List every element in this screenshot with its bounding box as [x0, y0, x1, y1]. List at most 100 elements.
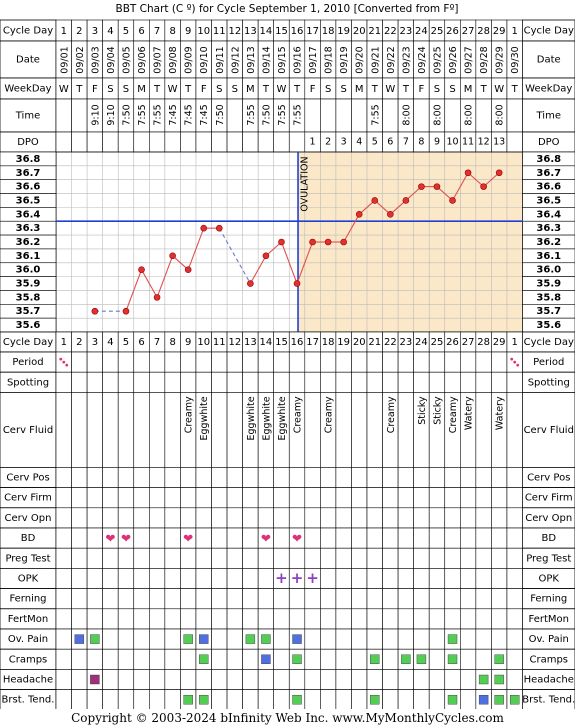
period-row-cell: [195, 351, 212, 373]
period-row-cell: [459, 351, 477, 373]
preg-test-row-cell: [397, 547, 414, 569]
cerv-firm-row-cell: [304, 487, 321, 509]
cycle-day-number: 13: [244, 26, 257, 37]
cerv-fluid-row-cell: [86, 392, 103, 468]
temp-line-segment: [483, 172, 500, 188]
dpo-row-label-left: DPO: [17, 137, 39, 148]
preg-test-row-cell: [382, 547, 399, 569]
ov-pain-row-cell: [133, 628, 150, 650]
cycle-day-number: 14: [260, 26, 273, 37]
date-value: 09/25: [432, 46, 443, 73]
time-value: 7:50: [215, 104, 226, 125]
period-row-cell: [273, 351, 290, 373]
ferning-row-cell: [288, 588, 306, 610]
temp-point: [122, 307, 130, 315]
time-cell: [71, 98, 88, 133]
bd-row-cell: [242, 527, 259, 549]
cycle-day-number: 17: [306, 26, 319, 37]
cerv-firm-row-cell: [257, 487, 274, 509]
cycle-day-number: 1: [61, 26, 67, 37]
green-marker-icon: [401, 654, 411, 664]
fertmon-row-cell: [366, 608, 383, 630]
date-value: 09/02: [75, 46, 86, 73]
spotting-row-cell: [273, 371, 290, 393]
brst-tend-row-label-left: Brst. Tend.: [2, 695, 55, 706]
period-dot: [62, 360, 66, 364]
ferning-row-cell: [506, 588, 523, 610]
cycle-day-row-label-right: Cycle Day: [524, 26, 574, 37]
opk-row-cell: [351, 568, 368, 589]
preg-test-row-cell: [428, 547, 446, 569]
period-row-label-left: Period: [12, 357, 43, 368]
cerv-fluid-row-cell: [71, 392, 88, 468]
temp-point: [355, 211, 363, 218]
preg-test-row-cell: [55, 547, 72, 569]
opk-row-cell: [55, 568, 72, 589]
headache-row-cell: [242, 669, 259, 690]
temp-point: [169, 252, 176, 260]
green-marker-icon: [245, 634, 256, 644]
ferning-row-cell: [366, 588, 383, 610]
ov-pain-row-cell: [226, 628, 243, 650]
spotting-row-cell: [506, 371, 523, 393]
weekday-value: T: [511, 84, 519, 95]
temp-line-segment: [156, 255, 174, 298]
fertmon-row-cell: [397, 608, 414, 630]
cycle-day-number-bottom: 4: [107, 337, 113, 348]
cramps-row-cell: [55, 648, 72, 670]
preg-test-row-cell: [86, 547, 103, 569]
preg-test-row-label-left: Preg Test: [5, 553, 50, 564]
y-tick-label-right: 36.8: [536, 154, 561, 165]
date-value: 09/04: [106, 46, 117, 73]
headache-row-cell: [382, 669, 399, 690]
date-value: 09/01: [59, 46, 70, 73]
temp-line-segment: [187, 227, 205, 270]
green-marker-icon: [510, 695, 520, 705]
cramps-row-cell: [211, 648, 228, 670]
brst-tend-row-cell: [149, 689, 166, 709]
opk-row-cell: [459, 568, 477, 589]
ov-pain-row-cell: [397, 628, 414, 650]
cerv-pos-row-cell: [288, 467, 306, 488]
preg-test-row-cell: [335, 547, 352, 569]
period-dot: [510, 357, 514, 361]
period-row-cell: [366, 351, 383, 373]
date-value: 09/12: [230, 46, 241, 73]
cerv-firm-row-label-right: Cerv Firm: [525, 493, 573, 504]
bd-row-cell: [320, 527, 337, 549]
temp-point: [309, 238, 316, 246]
bd-row-cell: [335, 527, 352, 549]
opk-row-cell: [71, 568, 88, 589]
ferning-row-cell: [382, 588, 399, 610]
period-row-cell: [288, 351, 306, 373]
brst-tend-row-cell: [335, 689, 352, 709]
weekday-row-label-left: WeekDay: [4, 84, 51, 95]
brst-tend-row-cell: [273, 689, 290, 709]
cerv-firm-row-cell: [211, 487, 228, 509]
weekday-value: W: [59, 84, 69, 95]
preg-test-row-cell: [273, 547, 290, 569]
date-value: 09/07: [153, 46, 164, 73]
time-cell: [413, 98, 430, 133]
cycle-day-number: 10: [197, 26, 210, 37]
period-row-cell: [102, 351, 119, 373]
ov-pain-row-cell: [491, 628, 508, 650]
temp-line-segment: [296, 241, 314, 284]
cycle-day-number-bottom: 15: [275, 337, 288, 348]
cycle-day-number: 19: [337, 26, 350, 37]
cerv-pos-row-cell: [55, 467, 72, 488]
period-row-cell: [382, 351, 399, 373]
date-value: 09/17: [308, 46, 319, 73]
opk-row-cell: [164, 568, 181, 589]
brst-tend-row-cell: [55, 689, 72, 709]
preg-test-row-cell: [195, 547, 212, 569]
cycle-day-number: 16: [291, 26, 304, 37]
cycle-day-number: 11: [213, 26, 226, 37]
cramps-row-cell: [71, 648, 88, 670]
spotting-row-cell: [102, 371, 119, 393]
dpo-cell: [71, 131, 88, 153]
spotting-row-cell: [55, 371, 72, 393]
cycle-day-number-bottom: 6: [138, 337, 144, 348]
cycle-day-number: 22: [384, 26, 397, 37]
green-marker-icon: [199, 695, 209, 705]
